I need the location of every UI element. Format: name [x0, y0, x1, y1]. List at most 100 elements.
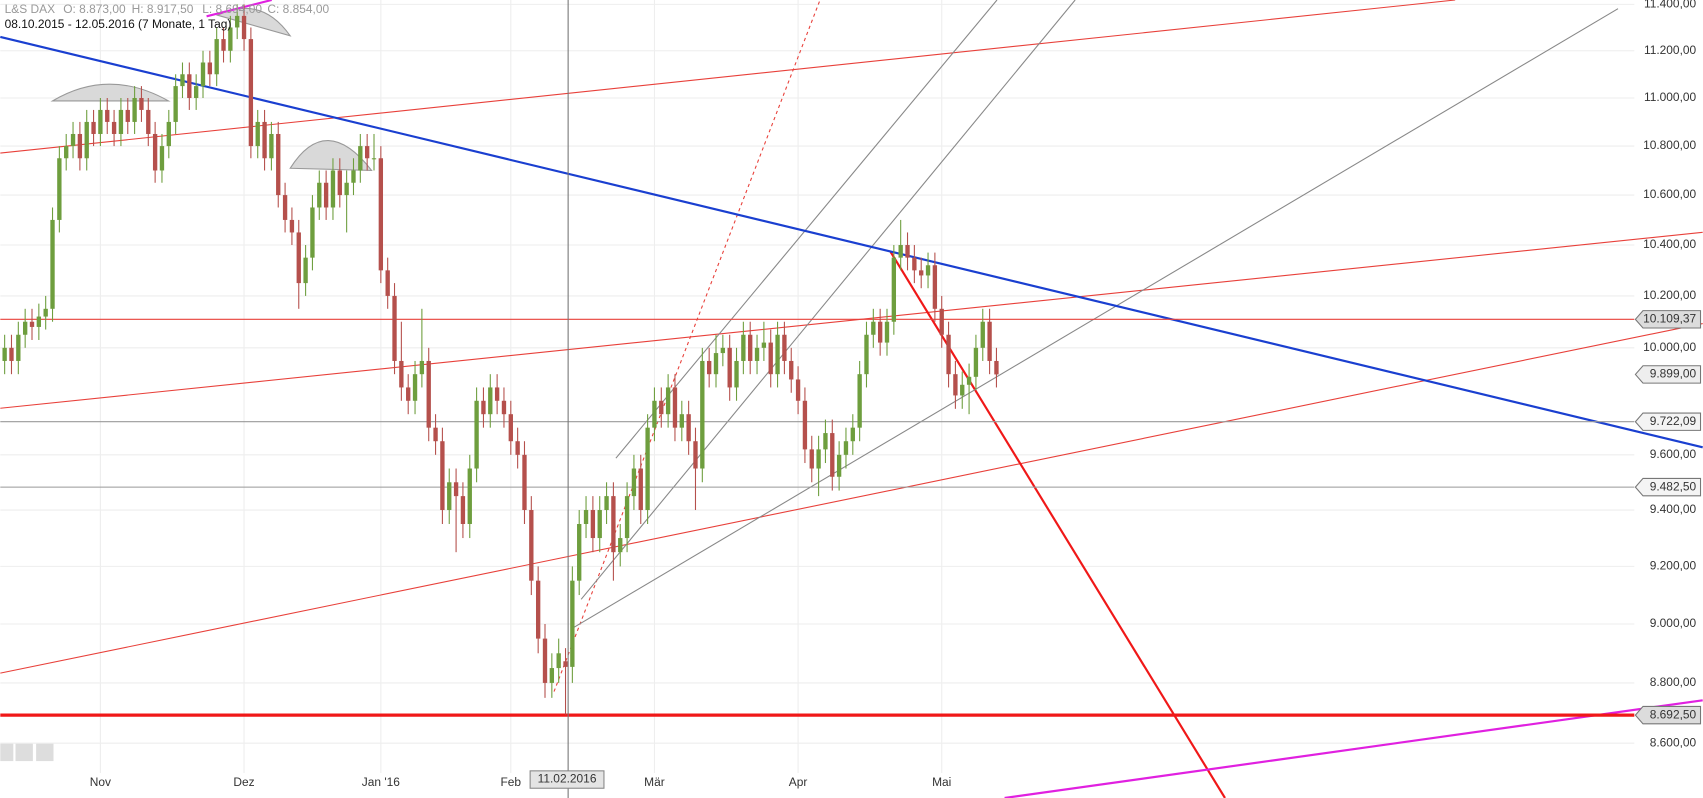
price-tag-label: 10.109,37 — [1643, 311, 1696, 325]
candle-body — [351, 170, 356, 183]
candle-body — [966, 376, 972, 385]
candle-body — [146, 109, 151, 134]
candle-body — [474, 400, 479, 469]
candle-body — [795, 379, 801, 401]
price-tag-label: 9.482,50 — [1650, 479, 1697, 493]
candle-body — [939, 308, 944, 335]
y-tick-label: 9.000,00 — [1650, 616, 1697, 630]
candle-body — [775, 334, 780, 375]
candle-body — [111, 121, 117, 134]
price-tag — [1634, 705, 1702, 725]
trend-line — [0, 231, 1703, 409]
candle-body — [214, 39, 219, 75]
candle-body — [782, 334, 787, 361]
tool-button[interactable] — [0, 743, 14, 762]
candle-body — [960, 384, 965, 396]
arc-shape — [50, 83, 171, 102]
candle-body — [590, 510, 596, 539]
candle-body — [789, 360, 794, 380]
candle-body — [64, 146, 69, 159]
candle-body — [426, 360, 431, 428]
crosshair-box — [529, 770, 605, 789]
candle-body — [406, 387, 411, 401]
y-tick-label: 8.800,00 — [1650, 675, 1697, 689]
x-tick-label: Mai — [932, 775, 951, 789]
candle-body — [501, 400, 507, 415]
y-tick-label: 11.200,00 — [1644, 43, 1697, 57]
candle-body — [371, 158, 377, 160]
candle-body — [289, 219, 295, 233]
candle-body — [857, 374, 862, 428]
candle-body — [529, 510, 534, 581]
candle-body — [241, 15, 247, 40]
candle-body — [638, 468, 643, 511]
trend-line — [206, 0, 272, 18]
candle-body — [50, 219, 55, 309]
candle-body — [597, 510, 602, 539]
candle-body — [378, 158, 384, 271]
candles — [2, 4, 999, 715]
date-range: 08.10.2015 - 12.05.2016 (7 Monate, 1 Tag… — [5, 17, 232, 31]
price-tag — [1634, 310, 1702, 329]
candle-body — [385, 270, 390, 296]
x-tick-label: Feb — [501, 775, 522, 789]
tool-button[interactable] — [15, 743, 33, 762]
candle-body — [508, 414, 513, 442]
candle-body — [898, 245, 903, 258]
candle-body — [159, 146, 165, 171]
candle-body — [276, 133, 281, 196]
candle-body — [440, 441, 445, 511]
candle-body — [611, 496, 616, 553]
candle-body — [631, 468, 637, 497]
candle-body — [255, 121, 260, 147]
candle-body — [323, 182, 329, 208]
candle-body — [836, 454, 842, 477]
candle-body — [652, 400, 657, 428]
candle-body — [563, 661, 568, 667]
toolbar[interactable] — [0, 743, 54, 762]
candle-body — [228, 27, 233, 51]
candle-body — [2, 347, 7, 361]
candle-body — [310, 207, 315, 258]
candle-body — [980, 321, 985, 348]
candle-body — [953, 374, 958, 396]
candle-body — [720, 347, 726, 354]
candle-body — [70, 133, 76, 147]
x-tick-label: Apr — [789, 775, 808, 789]
y-tick-label: 10.600,00 — [1643, 187, 1696, 201]
candle-body — [433, 427, 438, 442]
candle-body — [577, 524, 582, 581]
y-tick-label: 10.200,00 — [1643, 288, 1696, 302]
x-tick-label: Mär — [644, 775, 665, 789]
candle-body — [925, 265, 931, 276]
candle-body — [173, 86, 178, 122]
candle-body — [679, 414, 684, 428]
candle-body — [659, 400, 664, 415]
tool-button[interactable] — [36, 743, 54, 762]
trend-line — [615, 0, 998, 459]
ohlc-close: C: 8.854,00 — [267, 2, 329, 16]
trend-line — [553, 0, 821, 692]
candle-body — [618, 538, 623, 553]
candle-body — [132, 97, 137, 122]
candle-body — [9, 347, 14, 361]
candle-body — [488, 387, 493, 415]
candle-body — [556, 653, 561, 669]
price-tag-label: 9.722,09 — [1650, 414, 1697, 428]
candle-body — [467, 468, 472, 525]
candle-body — [802, 400, 808, 450]
candle-body — [262, 121, 267, 159]
candle-body — [494, 387, 500, 401]
y-tick-label: 10.400,00 — [1643, 237, 1696, 251]
candle-body — [549, 668, 555, 683]
x-tick-label: Nov — [90, 775, 111, 789]
candle-body — [419, 360, 425, 375]
candle-body — [337, 170, 342, 196]
candle-body — [864, 334, 869, 375]
levels: 10.109,37 9.722,09 9.482,50 8.692,50 9.899,0… — [0, 310, 1702, 725]
candle-body — [624, 496, 630, 539]
candle-body — [816, 449, 821, 469]
candle-body — [296, 232, 301, 284]
